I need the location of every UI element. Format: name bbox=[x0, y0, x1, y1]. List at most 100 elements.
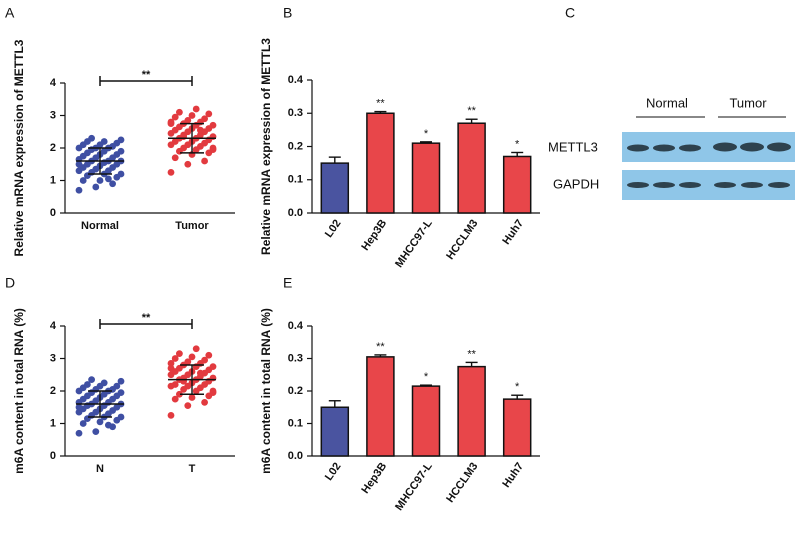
point bbox=[96, 177, 104, 184]
x-tick-label: Normal bbox=[81, 220, 119, 232]
x-tick-label: Hep3B bbox=[359, 217, 389, 252]
y-tick-label: 2 bbox=[50, 385, 56, 397]
point bbox=[167, 359, 175, 367]
point bbox=[197, 369, 204, 377]
x-tick-label: MHCC97-L bbox=[393, 460, 435, 513]
y-tick-label: 4 bbox=[50, 77, 57, 89]
point bbox=[197, 126, 204, 134]
point bbox=[117, 413, 125, 421]
point bbox=[167, 168, 175, 176]
x-tick-label: Hep3B bbox=[359, 460, 389, 495]
significance-label: ** bbox=[467, 348, 476, 360]
bands bbox=[627, 142, 791, 188]
y-tick-label: 2 bbox=[50, 142, 56, 154]
y-tick-label: 0.1 bbox=[288, 417, 303, 429]
significance-label: * bbox=[424, 371, 429, 383]
x-tick-label: L02 bbox=[323, 461, 344, 483]
significance-label: * bbox=[515, 138, 520, 150]
y-tick-label: 0 bbox=[50, 207, 56, 219]
point bbox=[192, 345, 200, 353]
y-axis-label: Relative mRNA expression of METTL3 bbox=[259, 38, 273, 255]
point bbox=[209, 146, 217, 154]
row-label: METTL3 bbox=[548, 139, 598, 154]
point bbox=[205, 110, 213, 118]
y-tick-label: 0.2 bbox=[288, 140, 303, 152]
point bbox=[201, 115, 209, 123]
point bbox=[167, 411, 175, 419]
point bbox=[176, 390, 183, 398]
significance-label: ** bbox=[376, 341, 385, 353]
point bbox=[117, 377, 125, 385]
group-label: Tumor bbox=[729, 95, 767, 110]
point bbox=[201, 398, 209, 406]
point bbox=[171, 355, 179, 362]
point bbox=[184, 402, 192, 410]
point bbox=[184, 116, 192, 124]
point bbox=[109, 180, 116, 188]
point bbox=[105, 175, 112, 183]
bar bbox=[366, 356, 395, 457]
point bbox=[201, 157, 209, 165]
point bbox=[167, 120, 175, 128]
point bbox=[201, 356, 209, 364]
point bbox=[88, 376, 95, 384]
y-tick-label: 0.0 bbox=[288, 207, 303, 219]
y-tick-label: 4 bbox=[50, 320, 57, 332]
y-axis-label: Relative mRNA expression of METTL3 bbox=[12, 39, 26, 256]
point bbox=[171, 113, 179, 121]
point bbox=[209, 363, 217, 371]
y-tick-label: 3 bbox=[50, 352, 56, 364]
panel-letter: A bbox=[5, 5, 15, 21]
bar bbox=[457, 122, 486, 214]
point bbox=[167, 364, 175, 372]
point bbox=[192, 105, 200, 113]
group-label: Normal bbox=[646, 95, 688, 110]
significance-label: ** bbox=[142, 312, 151, 324]
blot-strip bbox=[622, 132, 795, 162]
point bbox=[105, 421, 112, 429]
point bbox=[184, 358, 192, 366]
point bbox=[209, 121, 217, 129]
significance-label: ** bbox=[376, 97, 385, 109]
point bbox=[84, 381, 91, 388]
point bbox=[79, 420, 87, 427]
y-tick-label: 0.2 bbox=[288, 385, 303, 397]
point bbox=[100, 138, 108, 145]
significance-label: * bbox=[515, 381, 520, 393]
bar bbox=[411, 142, 441, 214]
x-tick-label: HCCLM3 bbox=[444, 218, 480, 262]
significance-label: ** bbox=[142, 69, 151, 81]
point bbox=[117, 136, 125, 144]
point bbox=[88, 134, 95, 142]
point bbox=[205, 351, 213, 359]
bar bbox=[502, 398, 532, 457]
x-tick-label: Tumor bbox=[175, 220, 209, 232]
point bbox=[209, 389, 217, 397]
bar bbox=[320, 162, 350, 214]
x-tick-label: L02 bbox=[323, 218, 344, 240]
x-tick-label: MHCC97-L bbox=[393, 217, 435, 270]
x-tick-label: HCCLM3 bbox=[444, 461, 480, 505]
point bbox=[96, 418, 104, 426]
panel-letter: B bbox=[283, 5, 292, 21]
y-tick-label: 0.1 bbox=[288, 174, 303, 186]
bar bbox=[320, 406, 350, 457]
x-tick-label: Huh7 bbox=[500, 218, 526, 247]
x-tick-label: N bbox=[96, 463, 104, 475]
point bbox=[92, 183, 100, 191]
bar bbox=[366, 112, 395, 214]
y-tick-label: 1 bbox=[50, 174, 56, 186]
row-label: GAPDH bbox=[553, 176, 599, 191]
point bbox=[188, 394, 196, 401]
point bbox=[176, 350, 183, 358]
y-tick-label: 0.4 bbox=[288, 74, 304, 86]
point bbox=[117, 147, 125, 155]
point bbox=[92, 428, 100, 436]
y-tick-label: 0.0 bbox=[288, 450, 303, 462]
point bbox=[171, 381, 179, 388]
y-tick-label: 3 bbox=[50, 109, 56, 121]
bar bbox=[411, 385, 441, 457]
x-tick-label: Huh7 bbox=[500, 461, 526, 490]
blot-strip bbox=[622, 170, 795, 200]
